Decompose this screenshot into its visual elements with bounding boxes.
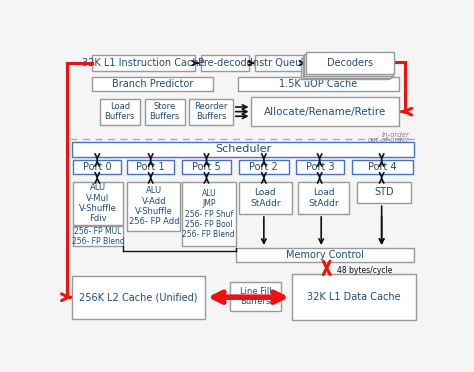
Text: Line Fill
Buffers: Line Fill Buffers bbox=[239, 287, 271, 306]
Bar bbox=[182, 160, 231, 174]
Text: Scheduler: Scheduler bbox=[215, 144, 271, 154]
Bar bbox=[352, 160, 413, 174]
Bar bbox=[201, 55, 249, 71]
Bar bbox=[292, 274, 416, 320]
Bar bbox=[296, 160, 345, 174]
Text: Port 0: Port 0 bbox=[83, 162, 111, 172]
Text: Load
StAddr: Load StAddr bbox=[250, 188, 281, 208]
Bar bbox=[100, 99, 140, 125]
Bar bbox=[73, 182, 123, 225]
Text: Branch Predictor: Branch Predictor bbox=[111, 79, 193, 89]
Bar bbox=[251, 97, 399, 126]
Text: Memory Control: Memory Control bbox=[286, 250, 364, 260]
Text: Port 3: Port 3 bbox=[306, 162, 335, 172]
Bar bbox=[128, 182, 180, 231]
Bar bbox=[73, 160, 121, 174]
Text: ALU
V-Add
V-Shuffle
256- FP Add: ALU V-Add V-Shuffle 256- FP Add bbox=[128, 186, 179, 227]
Bar bbox=[357, 182, 411, 203]
Bar bbox=[304, 54, 392, 76]
Text: Reorder
Buffers: Reorder Buffers bbox=[194, 102, 228, 121]
Text: Port 2: Port 2 bbox=[249, 162, 278, 172]
Bar bbox=[72, 142, 414, 157]
Text: Load
Buffers: Load Buffers bbox=[104, 102, 135, 121]
Text: In-order: In-order bbox=[382, 132, 410, 138]
Bar bbox=[92, 55, 195, 71]
Text: 32K L1 Data Cache: 32K L1 Data Cache bbox=[307, 292, 401, 302]
Text: 32K L1 Instruction Cache: 32K L1 Instruction Cache bbox=[82, 58, 205, 68]
Bar bbox=[92, 77, 213, 91]
Text: Allocate/Rename/Retire: Allocate/Rename/Retire bbox=[264, 107, 386, 117]
Text: 1.5K uOP Cache: 1.5K uOP Cache bbox=[279, 79, 357, 89]
Bar bbox=[72, 276, 205, 319]
Bar bbox=[255, 55, 302, 71]
Bar bbox=[302, 56, 391, 78]
Bar bbox=[239, 182, 292, 214]
Text: Port 4: Port 4 bbox=[368, 162, 397, 172]
Text: Store
Buffers: Store Buffers bbox=[149, 102, 180, 121]
Text: Decoders: Decoders bbox=[327, 58, 373, 68]
Bar bbox=[298, 182, 349, 214]
Text: 256K L2 Cache (Unified): 256K L2 Cache (Unified) bbox=[79, 292, 198, 302]
Bar bbox=[145, 99, 185, 125]
Bar bbox=[236, 248, 414, 262]
Text: out-of-order: out-of-order bbox=[368, 137, 410, 143]
Text: 256- FP MUL
256- FP Blend: 256- FP MUL 256- FP Blend bbox=[72, 227, 124, 246]
Bar bbox=[190, 99, 233, 125]
Bar bbox=[306, 52, 394, 74]
Bar bbox=[239, 160, 289, 174]
Bar bbox=[73, 226, 123, 246]
Text: ALU
JMP
256- FP Shuf
256- FP Bool
256- FP Blend: ALU JMP 256- FP Shuf 256- FP Bool 256- F… bbox=[182, 189, 235, 239]
Text: Load
StAddr: Load StAddr bbox=[308, 188, 339, 208]
Bar bbox=[128, 160, 174, 174]
Text: 48 bytes/cycle: 48 bytes/cycle bbox=[337, 266, 392, 275]
Text: Pre-decode: Pre-decode bbox=[198, 58, 253, 68]
Text: ALU
V-Mul
V-Shuffle
Fdiv: ALU V-Mul V-Shuffle Fdiv bbox=[79, 183, 117, 223]
Bar bbox=[237, 77, 399, 91]
Text: Instr Queue: Instr Queue bbox=[250, 58, 307, 68]
Text: Port 1: Port 1 bbox=[137, 162, 165, 172]
Text: Port 5: Port 5 bbox=[192, 162, 221, 172]
Bar bbox=[182, 182, 236, 246]
Text: STD: STD bbox=[374, 187, 394, 198]
Bar bbox=[230, 282, 281, 311]
Bar bbox=[301, 58, 390, 80]
